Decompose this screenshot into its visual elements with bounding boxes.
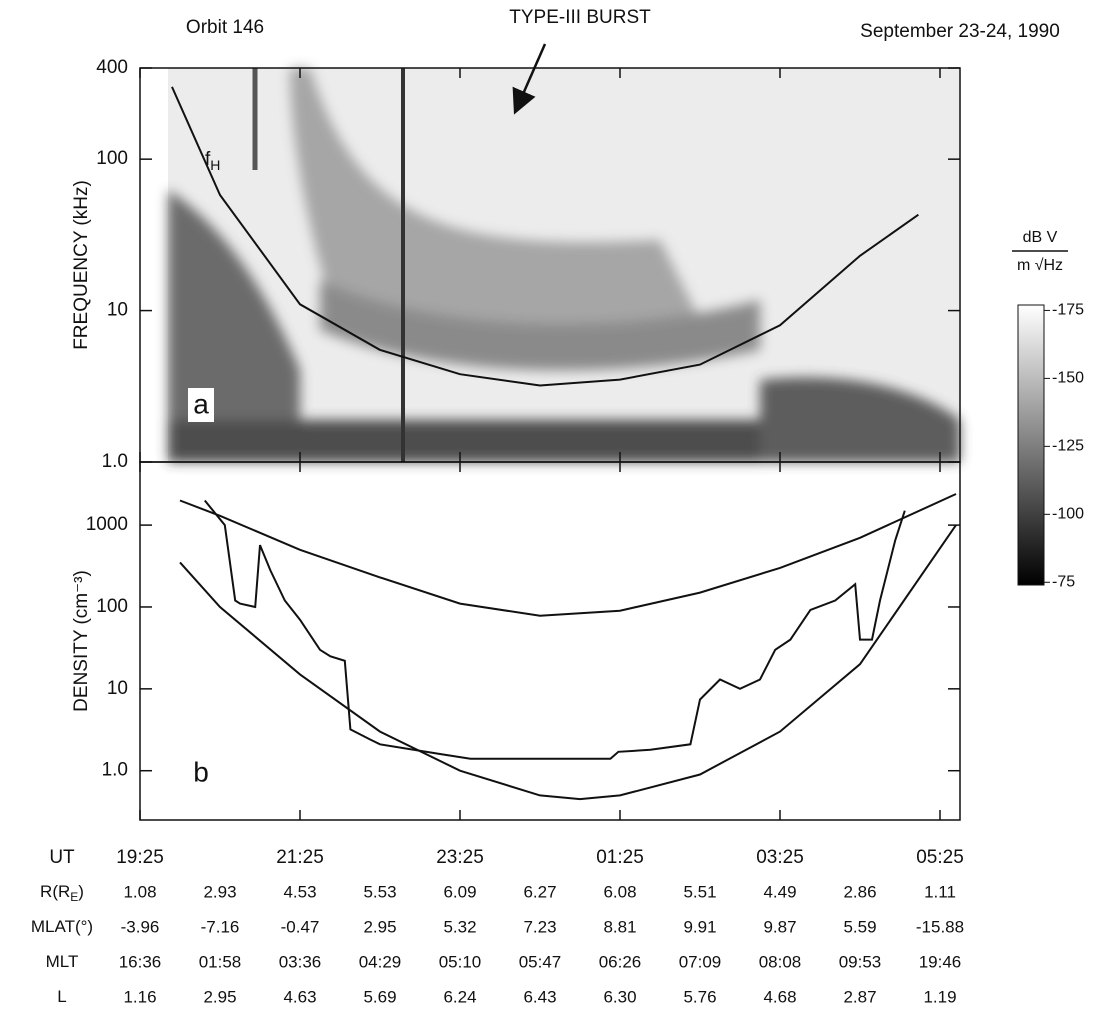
row-label: L — [57, 987, 66, 1006]
table-cell: 19:46 — [919, 952, 962, 971]
row-label-end: ) — [78, 882, 84, 901]
table-cell: 2.95 — [203, 987, 236, 1006]
colorbar-unit-bottom: m √Hz — [1017, 257, 1063, 274]
panel-label: b — [193, 756, 209, 787]
table-cell: 06:26 — [599, 952, 642, 971]
table-header: UT — [49, 847, 75, 868]
table-cell: 03:36 — [279, 952, 322, 971]
spectrogram-background — [168, 68, 960, 462]
table-cell: 2.93 — [203, 882, 236, 901]
colorbar-tick-label: -75 — [1052, 574, 1075, 591]
y-tick-label: 10 — [107, 678, 128, 699]
table-cell: 04:29 — [359, 952, 402, 971]
colorbar-tick-label: -150 — [1052, 370, 1084, 387]
y-axis-label: FREQUENCY (kHz) — [71, 180, 92, 350]
colorbar-tick-label: -100 — [1052, 506, 1084, 523]
y-tick-label: 10 — [107, 300, 128, 321]
date-label: September 23-24, 1990 — [860, 21, 1060, 42]
curve-label-main: f — [205, 149, 211, 170]
table-cell: 5.32 — [443, 917, 476, 936]
table-cell: -7.16 — [201, 917, 240, 936]
colorbar-tick-label: -175 — [1052, 302, 1084, 319]
table-cell: -3.96 — [121, 917, 160, 936]
panel-label-box — [188, 388, 214, 422]
table-cell: -15.88 — [916, 917, 964, 936]
curve-label: fH — [205, 149, 220, 173]
table-cell: 9.87 — [763, 917, 796, 936]
data-line — [171, 86, 919, 387]
table-cell: 5.76 — [683, 987, 716, 1006]
table-cell: 2.95 — [363, 917, 396, 936]
row-label: R(RE) — [40, 882, 84, 904]
table-cell: 1.16 — [123, 987, 156, 1006]
table-cell: 01:58 — [199, 952, 242, 971]
table-cell: 4.49 — [763, 882, 796, 901]
data-line — [179, 493, 957, 617]
row-label: MLT — [46, 952, 79, 971]
table-cell: 1.11 — [924, 882, 956, 901]
table-cell: 16:36 — [119, 952, 162, 971]
table-cell: 08:08 — [759, 952, 802, 971]
table-cell: 6.43 — [523, 987, 556, 1006]
table-cell: 5.53 — [363, 882, 396, 901]
y-tick-label: 400 — [96, 57, 128, 78]
table-cell: 9.91 — [683, 917, 716, 936]
panel-label: a — [193, 388, 209, 419]
table-cell: 09:53 — [839, 952, 882, 971]
y-tick-label: 100 — [96, 596, 128, 617]
table-cell: 5.59 — [843, 917, 876, 936]
panel-frame — [139, 461, 961, 821]
table-cell: 6.09 — [443, 882, 476, 901]
table-cell: 6.08 — [603, 882, 636, 901]
table-cell: 6.24 — [443, 987, 476, 1006]
table-cell: 1.08 — [123, 882, 156, 901]
table-cell: 8.81 — [603, 917, 636, 936]
data-line — [179, 524, 957, 801]
y-tick-label: 100 — [96, 148, 128, 169]
row-label-text: L — [57, 987, 66, 1006]
x-tick-label: 01:25 — [596, 847, 644, 868]
colorbar-tick-label: -125 — [1052, 438, 1084, 455]
y-tick-label: 1000 — [86, 514, 128, 535]
row-label-text: R(R — [40, 882, 70, 901]
table-cell: -0.47 — [281, 917, 320, 936]
row-label-text: MLAT(°) — [31, 917, 93, 936]
x-tick-label: 23:25 — [436, 847, 484, 868]
table-cell: 07:09 — [679, 952, 722, 971]
x-tick-label: 05:25 — [916, 847, 964, 868]
table-cell: 4.53 — [283, 882, 316, 901]
table-cell: 4.63 — [283, 987, 316, 1006]
table-cell: 5.69 — [363, 987, 396, 1006]
x-tick-label: 19:25 — [116, 847, 164, 868]
table-cell: 4.68 — [763, 987, 796, 1006]
table-cell: 7.23 — [523, 917, 556, 936]
burst-label: TYPE-III BURST — [509, 7, 651, 28]
orbit-label: Orbit 146 — [186, 17, 264, 38]
table-cell: 05:10 — [439, 952, 482, 971]
row-label: MLAT(°) — [31, 917, 93, 936]
row-label-text: MLT — [46, 952, 79, 971]
burst-arrow — [512, 43, 547, 115]
table-cell: 2.86 — [843, 882, 876, 901]
y-tick-label: 1.0 — [102, 451, 128, 472]
y-axis-label: DENSITY (cm⁻³) — [71, 570, 92, 712]
row-label-sub: E — [70, 890, 78, 904]
y-tick-label: 1.0 — [102, 760, 128, 781]
colorbar — [1017, 304, 1045, 586]
table-cell: 5.51 — [683, 882, 716, 901]
data-line — [204, 499, 906, 760]
colorbar-unit-top: dB V — [1023, 229, 1058, 246]
x-tick-label: 03:25 — [756, 847, 804, 868]
table-cell: 2.87 — [843, 987, 876, 1006]
table-cell: 05:47 — [519, 952, 562, 971]
curve-label-sub: H — [210, 157, 220, 173]
table-cell: 6.27 — [523, 882, 556, 901]
table-cell: 6.30 — [603, 987, 636, 1006]
table-cell: 1.19 — [923, 987, 956, 1006]
x-tick-label: 21:25 — [276, 847, 324, 868]
